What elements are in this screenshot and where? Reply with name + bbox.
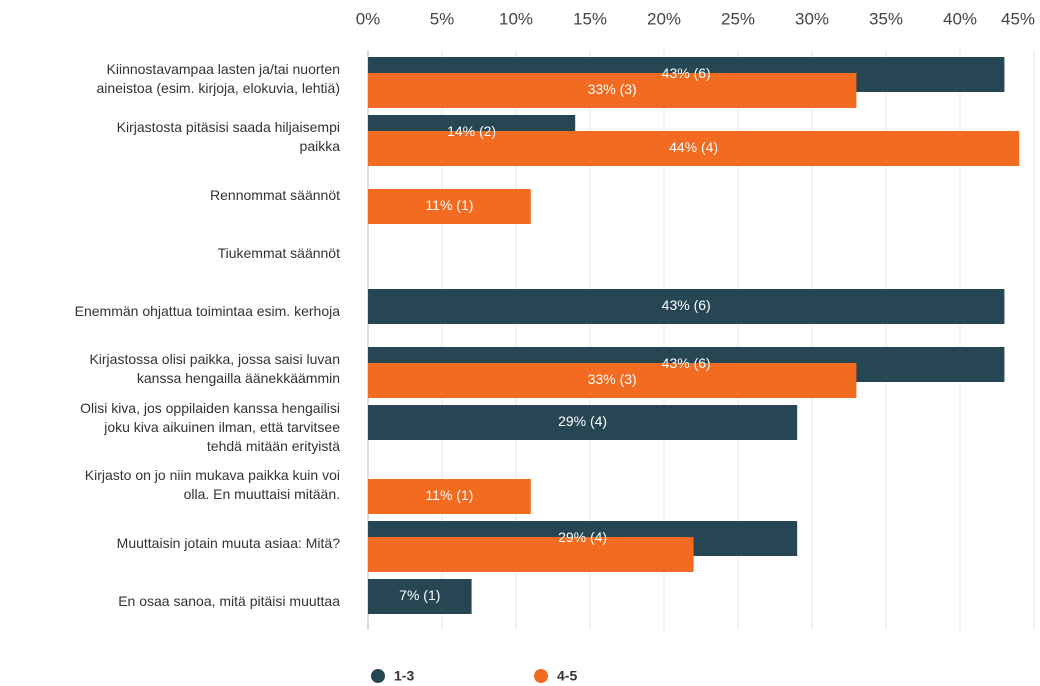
category-label: En osaa sanoa, mitä pitäisi muuttaa xyxy=(118,592,340,609)
data-label: 43% (6) xyxy=(662,65,711,81)
data-label: 43% (6) xyxy=(662,297,711,313)
x-tick-label: 10% xyxy=(499,9,533,28)
category-label: Kiinnostavampaa lasten ja/tai nuorten ai… xyxy=(96,61,340,96)
bar xyxy=(368,73,857,108)
bar xyxy=(368,131,1020,166)
category-label: Tiukemmat säännöt xyxy=(217,244,340,261)
category-label-box: Kirjastosta pitäsisi saada hiljaisempi p… xyxy=(116,119,340,154)
category-label: Rennommat säännöt xyxy=(210,186,340,203)
data-label: 43% (6) xyxy=(662,355,711,371)
x-tick-label: 0% xyxy=(356,9,381,28)
data-label: 11% (1) xyxy=(425,197,473,213)
data-label: 44% (4) xyxy=(669,139,718,155)
data-label: 7% (1) xyxy=(399,587,440,603)
x-tick-label: 35% xyxy=(869,9,903,28)
x-tick-label: 15% xyxy=(573,9,607,28)
x-tick-label: 5% xyxy=(430,9,455,28)
category-label: Kirjastosta pitäsisi saada hiljaisempi p… xyxy=(116,119,340,154)
category-label: Kirjasto on jo niin mukava paikka kuin v… xyxy=(84,467,340,502)
category-label-box: Kiinnostavampaa lasten ja/tai nuorten ai… xyxy=(96,61,340,96)
bar xyxy=(368,579,472,614)
data-label: 11% (1) xyxy=(425,487,473,503)
bar xyxy=(368,479,531,514)
category-label-box: Kirjastossa olisi paikka, jossa saisi lu… xyxy=(89,351,340,386)
x-tick-label: 20% xyxy=(647,9,681,28)
category-label-box: Kirjasto on jo niin mukava paikka kuin v… xyxy=(84,467,340,502)
x-tick-label: 30% xyxy=(795,9,829,28)
x-tick-label: 40% xyxy=(943,9,977,28)
data-label: 29% (4) xyxy=(558,529,607,545)
category-label: Muuttaisin jotain muuta asiaa: Mitä? xyxy=(116,534,340,551)
category-label-box: En osaa sanoa, mitä pitäisi muuttaa xyxy=(118,592,340,609)
legend-swatch xyxy=(534,669,548,683)
category-label-box: Rennommat säännöt xyxy=(210,186,340,203)
category-label-box: Tiukemmat säännöt xyxy=(217,244,340,261)
category-label-box: Olisi kiva, jos oppilaiden kanssa hengai… xyxy=(80,399,340,454)
bar xyxy=(368,189,531,224)
bar xyxy=(368,405,798,440)
data-label: 33% (3) xyxy=(588,81,637,97)
x-tick-label: 45% xyxy=(1001,9,1035,28)
data-label: 33% (3) xyxy=(588,371,637,387)
category-label: Enemmän ohjattua toimintaa esim. kerhoja xyxy=(74,302,340,319)
bar xyxy=(368,537,694,572)
category-label-box: Enemmän ohjattua toimintaa esim. kerhoja xyxy=(74,302,340,319)
bar xyxy=(368,363,857,398)
category-label: Kirjastossa olisi paikka, jossa saisi lu… xyxy=(89,351,340,386)
legend-swatch xyxy=(371,669,385,683)
legend-label: 1-3 xyxy=(394,668,414,684)
legend-label: 4-5 xyxy=(557,668,577,684)
data-label: 14% (2) xyxy=(447,123,496,139)
category-label-box: Muuttaisin jotain muuta asiaa: Mitä? xyxy=(116,534,340,551)
category-label: Olisi kiva, jos oppilaiden kanssa hengai… xyxy=(80,399,340,454)
data-label: 29% (4) xyxy=(558,413,607,429)
x-tick-label: 25% xyxy=(721,9,755,28)
bar xyxy=(368,289,1005,324)
